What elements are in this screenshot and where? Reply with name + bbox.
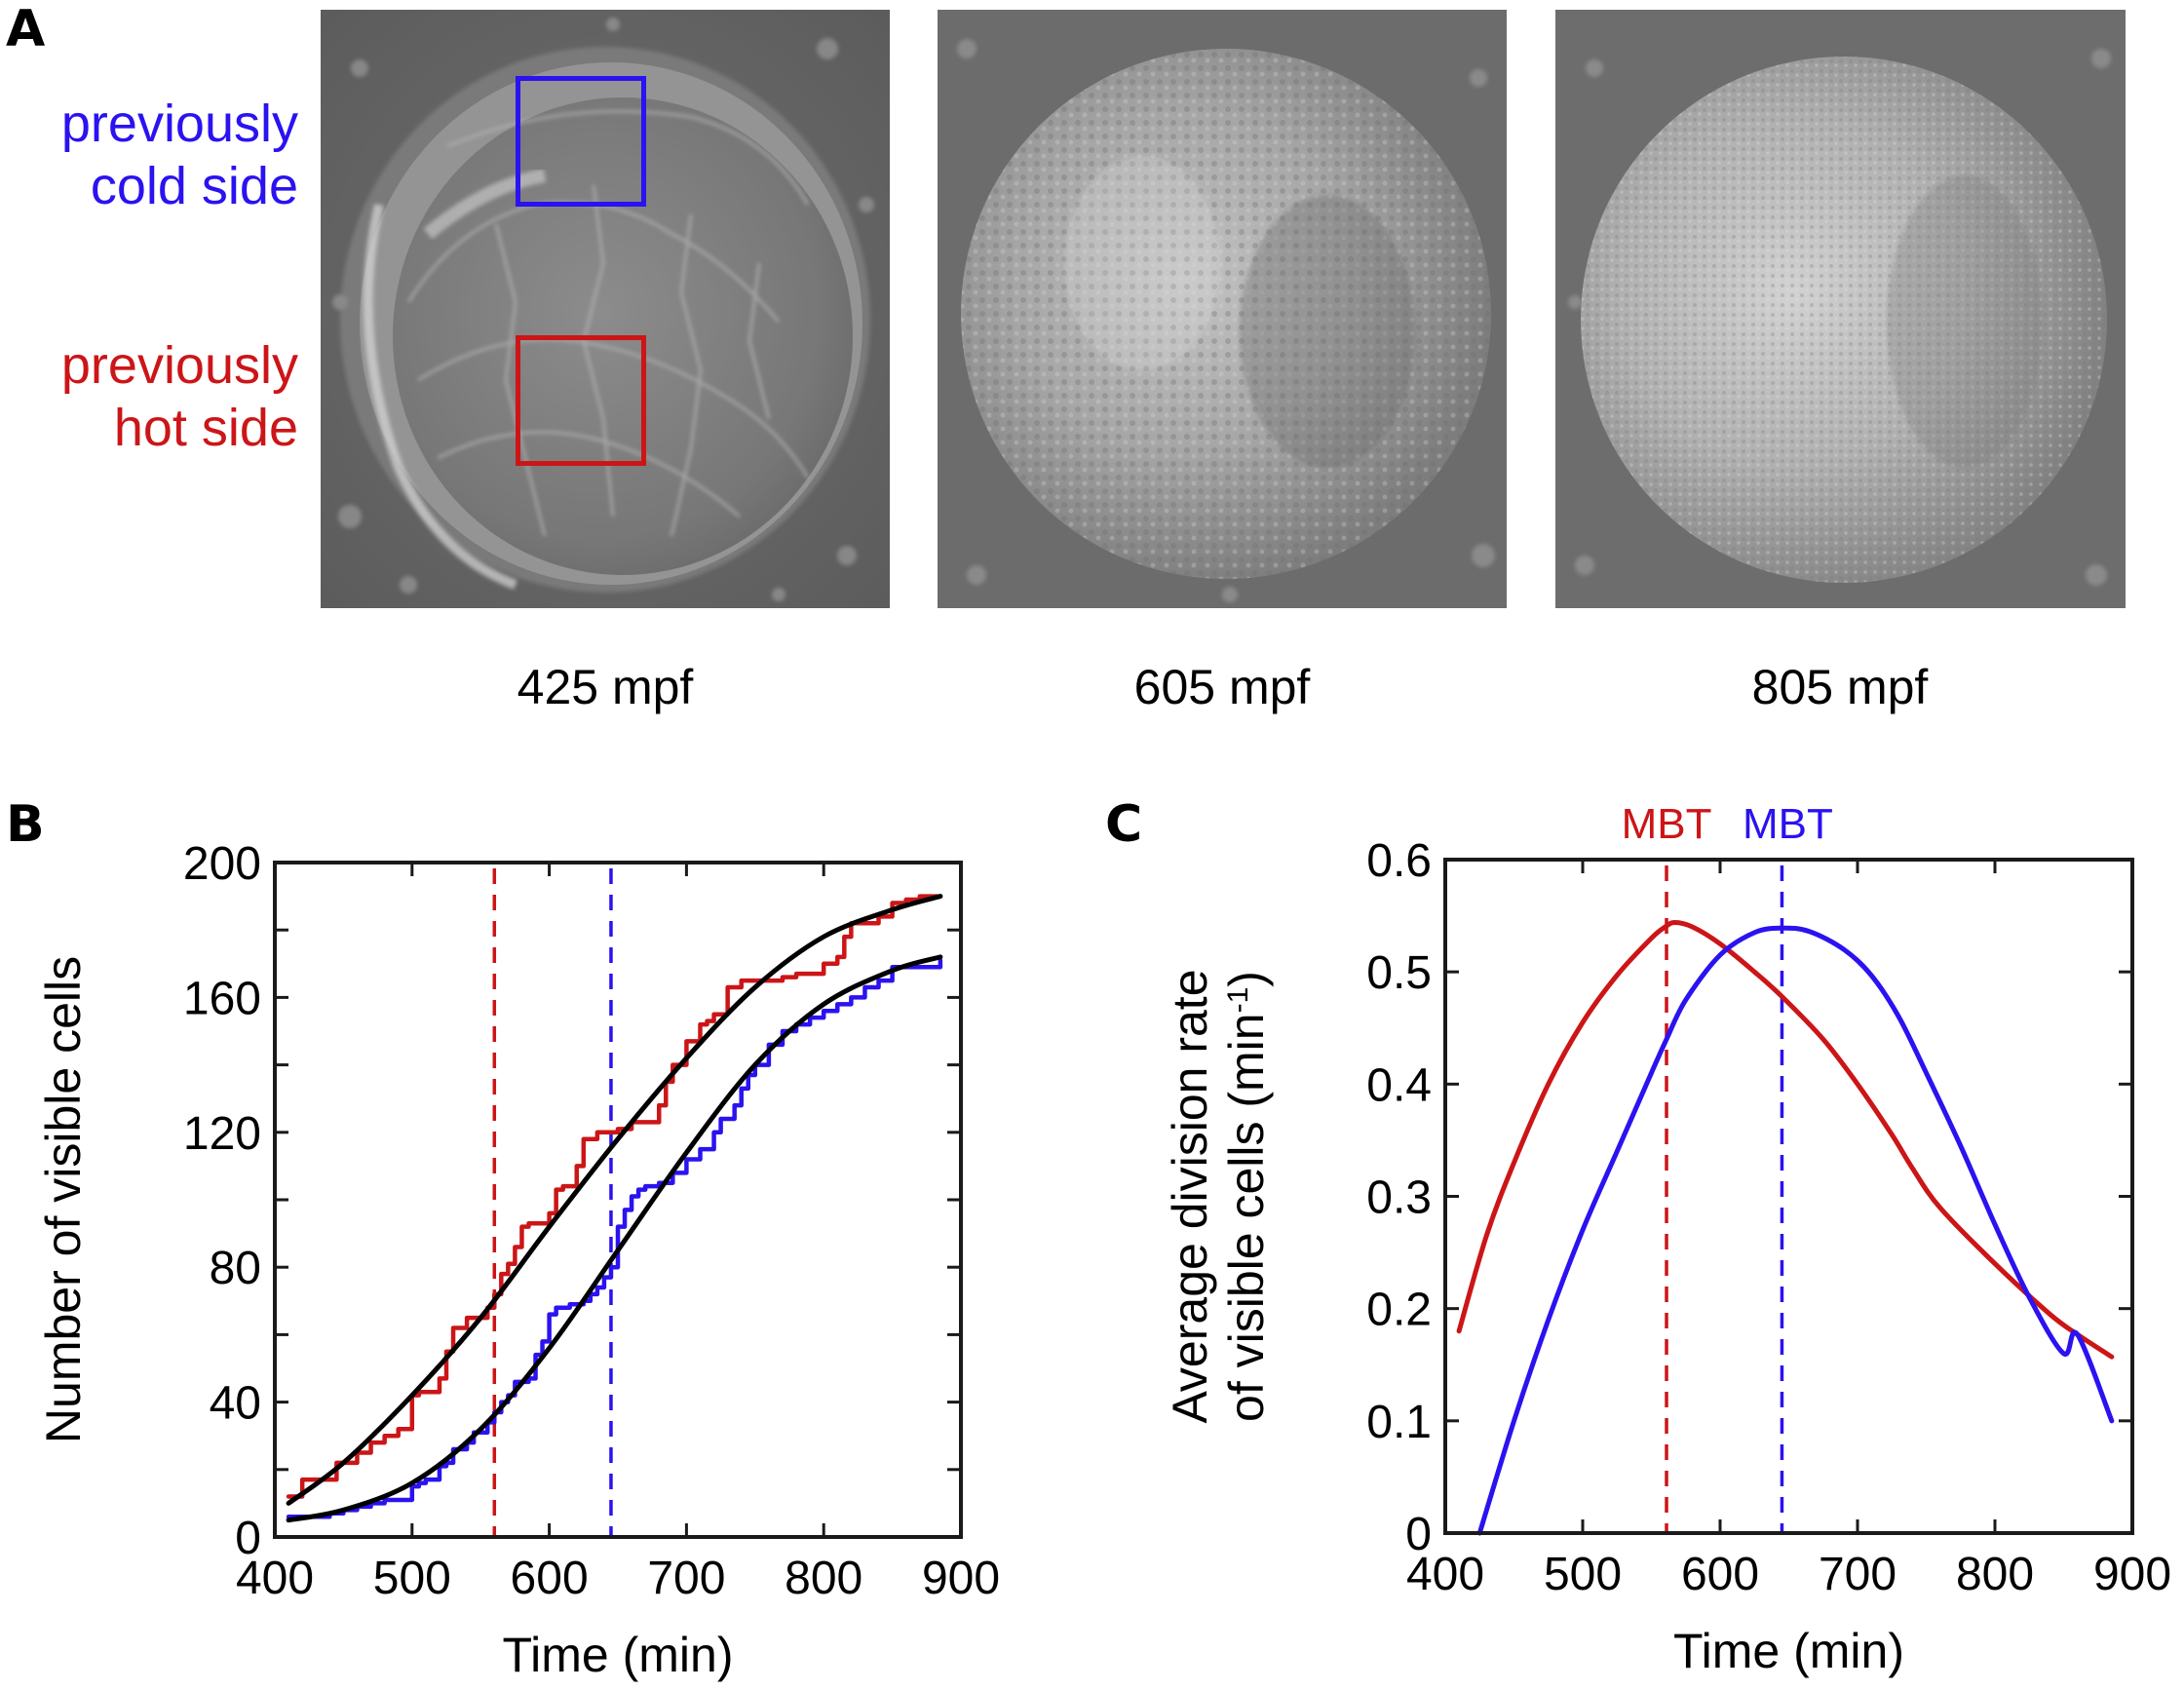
x-tick-label: 500 xyxy=(373,1553,451,1604)
x-tick-label: 400 xyxy=(236,1553,314,1604)
y-tick-label: 0.4 xyxy=(1366,1059,1432,1111)
x-tick-label: 800 xyxy=(1956,1549,2034,1600)
series-fit-hot-side xyxy=(286,894,943,1506)
plot-frame xyxy=(273,861,963,1539)
chart-b-cell-counts: 400 500 600 700 800 900 0 40 80 120 160 200 Time (mi… xyxy=(36,838,1000,1682)
series-previously-hot-side-counts- xyxy=(286,894,943,1499)
x-tick-label: 900 xyxy=(922,1553,1000,1604)
panel-c-letter: C xyxy=(1105,795,1143,854)
panel-a-letter: A xyxy=(6,0,46,58)
micrograph-805-mpf xyxy=(1555,10,2126,608)
y-tick-label: 0.3 xyxy=(1366,1172,1432,1224)
cold-side-label-line1: previously xyxy=(60,95,298,153)
cold-side-label-line2: cold side xyxy=(90,156,298,215)
hot-side-label-line1: previously xyxy=(60,336,298,395)
y-tick-label: 120 xyxy=(183,1108,261,1160)
series-previously-cold-side-counts- xyxy=(286,958,943,1519)
x-tick-label: 400 xyxy=(1406,1549,1484,1600)
x-tick-label: 800 xyxy=(785,1553,862,1604)
series-previously-cold-side xyxy=(1476,925,2115,1536)
y-axis-label: Number of visible cells xyxy=(36,956,91,1443)
panel-b-letter: B xyxy=(6,795,45,854)
y-tick-label: 0.1 xyxy=(1366,1397,1432,1448)
y-tick-label: 160 xyxy=(183,973,261,1024)
chart-c-division-rate: MBT MBT 400 500 600 700 800 900 0 0.1 0.2 0.3 0.4 0.5… xyxy=(1163,800,2171,1678)
x-axis-label: Time (min) xyxy=(1673,1624,1904,1678)
hot-side-label: previously hot side xyxy=(6,335,298,459)
x-tick-label: 600 xyxy=(511,1553,589,1604)
hot-side-label-line2: hot side xyxy=(113,398,298,457)
y-axis-label-suffix: ) xyxy=(1219,971,1274,987)
mbt-label-1: MBT xyxy=(1743,800,1833,848)
micrograph-605-mpf xyxy=(938,10,1507,608)
mbt-label-0: MBT xyxy=(1622,800,1712,848)
x-tick-label: 600 xyxy=(1681,1549,1759,1600)
y-tick-label: 80 xyxy=(210,1243,261,1294)
y-tick-label: 40 xyxy=(210,1378,261,1430)
y-axis-label-line-1: Average division rate xyxy=(1163,969,1217,1423)
cold-side-label: previously cold side xyxy=(6,94,298,217)
caption-605-mpf: 605 mpf xyxy=(1133,660,1311,714)
y-tick-label: 0 xyxy=(235,1513,261,1564)
x-tick-label: 900 xyxy=(2093,1549,2171,1600)
plot-frame xyxy=(1443,858,2134,1535)
y-tick-label: 0 xyxy=(1405,1509,1432,1560)
y-tick-label: 0.6 xyxy=(1366,835,1432,887)
caption-425-mpf: 425 mpf xyxy=(517,660,694,714)
micrograph-425-mpf xyxy=(321,10,890,608)
y-axis-label-line-2: of visible cells (min-1) xyxy=(1219,971,1274,1422)
y-tick-label: 0.2 xyxy=(1366,1285,1432,1336)
y-axis-label-superscript: -1 xyxy=(1222,987,1254,1014)
roi-box-cold-side xyxy=(516,76,646,207)
y-tick-label: 0.5 xyxy=(1366,947,1432,999)
y-tick-label: 200 xyxy=(183,838,261,890)
x-tick-label: 700 xyxy=(647,1553,725,1604)
x-tick-label: 700 xyxy=(1819,1549,1897,1600)
x-axis-label: Time (min) xyxy=(502,1628,733,1682)
roi-box-hot-side xyxy=(516,335,646,466)
x-tick-label: 500 xyxy=(1544,1549,1622,1600)
series-fit-cold-side xyxy=(286,954,943,1523)
caption-805-mpf: 805 mpf xyxy=(1751,660,1929,714)
